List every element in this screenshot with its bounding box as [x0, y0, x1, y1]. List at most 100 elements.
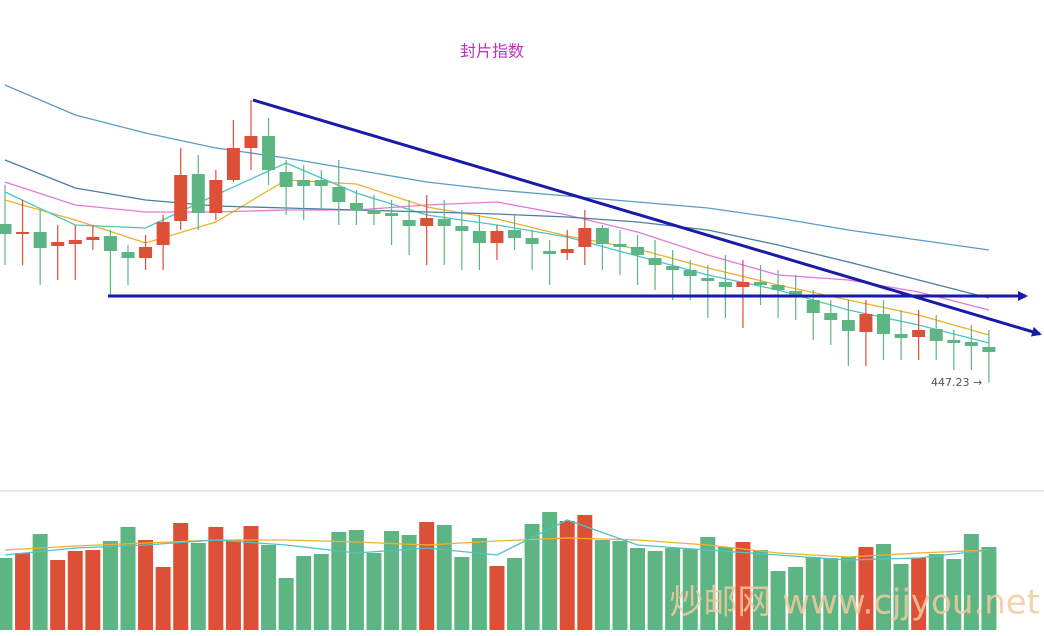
volume-bar: [278, 578, 294, 630]
candle-body: [33, 232, 47, 248]
moving-average-line: [4, 181, 990, 311]
candle-body: [964, 342, 978, 346]
candle-body: [332, 187, 346, 202]
volume-bar: [208, 527, 224, 630]
candle-body: [982, 347, 996, 352]
volume-bar: [366, 553, 382, 630]
candle-body: [349, 203, 363, 210]
candle-body: [543, 251, 557, 254]
volume-bar: [981, 547, 997, 630]
candle-body: [367, 210, 381, 214]
candle-body: [666, 266, 680, 270]
candle-body: [789, 291, 803, 297]
volume-bar: [225, 540, 241, 630]
candle-body: [385, 213, 399, 216]
volume-bar: [67, 551, 83, 630]
volume-bar: [15, 553, 31, 630]
candle-body: [595, 228, 609, 244]
candle-body: [209, 180, 223, 213]
volume-bar: [770, 571, 786, 630]
volume-bar: [471, 538, 487, 630]
volume-bar: [735, 542, 751, 630]
candle-body: [648, 258, 662, 265]
volume-bar: [296, 556, 312, 630]
candle-body: [912, 330, 926, 337]
volume-bar: [665, 548, 681, 630]
moving-average-line: [4, 84, 989, 251]
candle-body: [139, 247, 153, 258]
candle-body: [894, 334, 908, 338]
volume-bar: [489, 566, 505, 630]
candle-body: [314, 180, 328, 186]
volume-bar: [419, 522, 435, 630]
candle-body: [490, 231, 504, 243]
volume-bar: [559, 521, 575, 630]
candle-body: [525, 238, 539, 244]
candle-body: [191, 174, 205, 213]
volume-bar: [243, 526, 259, 630]
chart-title: 封片指数: [460, 42, 524, 61]
volume-bar: [682, 549, 698, 630]
volume-bar: [524, 524, 540, 630]
volume-bar: [823, 558, 839, 630]
volume-bar: [85, 550, 101, 630]
volume-bar: [577, 515, 593, 630]
volume-bar: [507, 558, 523, 630]
candle-body: [121, 252, 135, 258]
candle-body: [508, 230, 522, 238]
volume-bar: [911, 558, 927, 630]
volume-bar: [32, 534, 48, 630]
candle-body: [297, 180, 311, 186]
candle-body: [437, 219, 451, 226]
moving-average-line: [4, 537, 989, 558]
volume-bar: [647, 551, 663, 630]
watermark: 炒邮网 www.cjjyou.net: [669, 583, 1040, 623]
volume-bar: [261, 545, 277, 630]
volume-bar: [876, 544, 891, 630]
candle-body: [472, 231, 486, 243]
volume-bar: [893, 564, 909, 630]
volume-panel: [0, 512, 997, 630]
volume-bar: [436, 525, 452, 630]
volume-bar: [401, 535, 417, 630]
candle-body: [754, 282, 768, 285]
volume-bar: [963, 534, 979, 630]
candle-body: [806, 300, 820, 313]
candle-body: [841, 320, 855, 331]
volume-bar: [454, 557, 470, 630]
candle-body: [824, 313, 838, 320]
volume-bar: [612, 541, 628, 630]
volume-bar: [700, 537, 716, 630]
candle-body: [402, 220, 416, 226]
candle-body: [701, 278, 715, 281]
candle-body: [174, 175, 188, 221]
volume-bar: [542, 512, 558, 630]
candle-body: [877, 314, 890, 334]
volume-bar: [717, 547, 733, 630]
candle-body: [613, 244, 627, 247]
volume-bar: [190, 543, 206, 630]
volume-bar: [928, 554, 944, 630]
candle-body: [736, 282, 750, 287]
volume-bar: [50, 560, 66, 630]
volume-bar: [594, 540, 610, 630]
trend-line: [252, 98, 1042, 337]
candle-body: [262, 136, 276, 170]
price-panel: [0, 84, 996, 383]
price-annotation: 447.23 →: [931, 376, 982, 389]
candle-body: [156, 222, 170, 245]
volume-bar: [840, 557, 856, 630]
candle-body: [420, 218, 434, 226]
candle-body: [279, 172, 293, 187]
candle-body: [455, 226, 469, 231]
moving-average-line: [4, 159, 990, 299]
moving-average-line: [4, 519, 989, 561]
candle-body: [244, 136, 258, 148]
candle-body: [103, 236, 117, 251]
volume-bar: [858, 547, 874, 630]
candle-body: [859, 314, 873, 332]
candle-body: [51, 242, 65, 246]
volume-bar: [384, 531, 400, 630]
candle-body: [0, 224, 12, 234]
